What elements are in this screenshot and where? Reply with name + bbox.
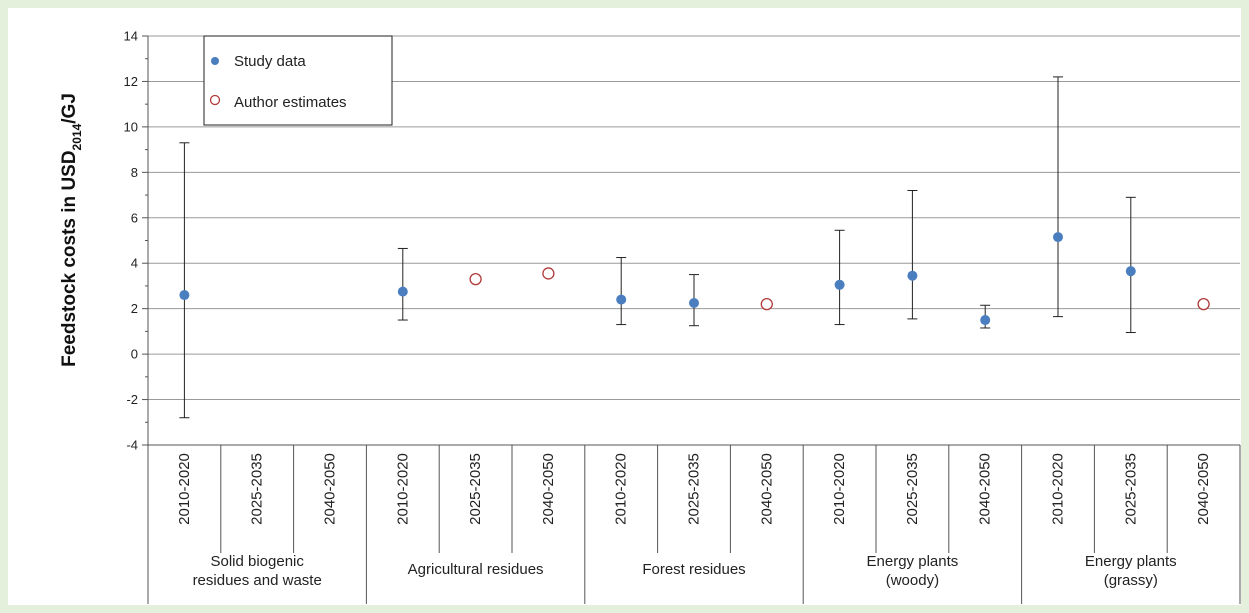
group-label: Solid biogenic — [210, 553, 304, 570]
chart: -4 -2 0 2 4 6 8 10 12 14 2010-2020 2025-2035 2040-2… — [59, 29, 1241, 604]
group-label: (grassy) — [1104, 572, 1158, 589]
author-estimate-point — [760, 297, 773, 311]
group-label: Energy plants — [1085, 553, 1177, 570]
legend-box — [203, 35, 393, 126]
group-label: (woody) — [886, 572, 939, 589]
group-label: Agricultural residues — [408, 561, 544, 578]
legend-label-author-estimates: Author estimates — [234, 94, 347, 111]
y-tick-label: 8 — [131, 165, 138, 180]
y-tick-label: 2 — [131, 301, 138, 316]
legend: Study data Author estimates — [203, 35, 393, 126]
group-label: Forest residues — [642, 561, 745, 578]
y-tick-label: 0 — [131, 347, 138, 362]
study-data-point — [1125, 266, 1136, 277]
study-data-point — [907, 270, 918, 281]
study-data-point — [980, 315, 991, 326]
period-label: 2025-2035 — [904, 453, 921, 525]
period-label: 2025-2035 — [686, 453, 703, 525]
y-tick-label: -2 — [126, 392, 138, 407]
y-tick-label: 12 — [124, 74, 138, 89]
y-axis-label: Feedstock costs in USD2014/GJ — [59, 93, 84, 367]
period-label: 2010-2020 — [613, 453, 630, 525]
y-tick-label: 6 — [131, 210, 138, 225]
chart-frame: -4 -2 0 2 4 6 8 10 12 14 2010-2020 2025-2035 2040-2… — [8, 8, 1241, 605]
period-label: 2010-2020 — [176, 453, 193, 525]
y-tick-label: 4 — [131, 256, 138, 271]
study-data-point — [179, 290, 190, 301]
author-estimate-point — [469, 272, 482, 286]
legend-marker-study-data — [211, 57, 219, 65]
y-tick-label: 14 — [124, 29, 138, 44]
author-estimate-point — [1197, 297, 1210, 311]
period-label: 2040-2050 — [1195, 453, 1212, 525]
period-label: 2025-2035 — [249, 453, 266, 525]
period-label: 2040-2050 — [322, 453, 339, 525]
study-data-point — [397, 286, 408, 297]
period-label: 2010-2020 — [394, 453, 411, 525]
period-label: 2010-2020 — [831, 453, 848, 525]
period-label: 2040-2050 — [758, 453, 775, 525]
study-data-point — [834, 279, 845, 290]
period-label: 2040-2050 — [977, 453, 994, 525]
period-label: 2025-2035 — [467, 453, 484, 525]
study-data-point — [616, 294, 627, 305]
study-data-point — [689, 297, 699, 308]
y-tick-label: -4 — [126, 438, 138, 453]
y-tick-label: 10 — [124, 119, 138, 134]
legend-label-study-data: Study data — [234, 53, 306, 70]
group-label: Energy plants — [867, 553, 959, 570]
group-label: residues and waste — [193, 572, 322, 589]
period-label: 2040-2050 — [540, 453, 557, 525]
period-label: 2010-2020 — [1050, 453, 1067, 525]
author-estimate-point — [542, 267, 555, 280]
legend-marker-author-estimates — [209, 94, 221, 106]
period-label: 2025-2035 — [1122, 453, 1139, 525]
study-data-point — [1053, 232, 1063, 243]
